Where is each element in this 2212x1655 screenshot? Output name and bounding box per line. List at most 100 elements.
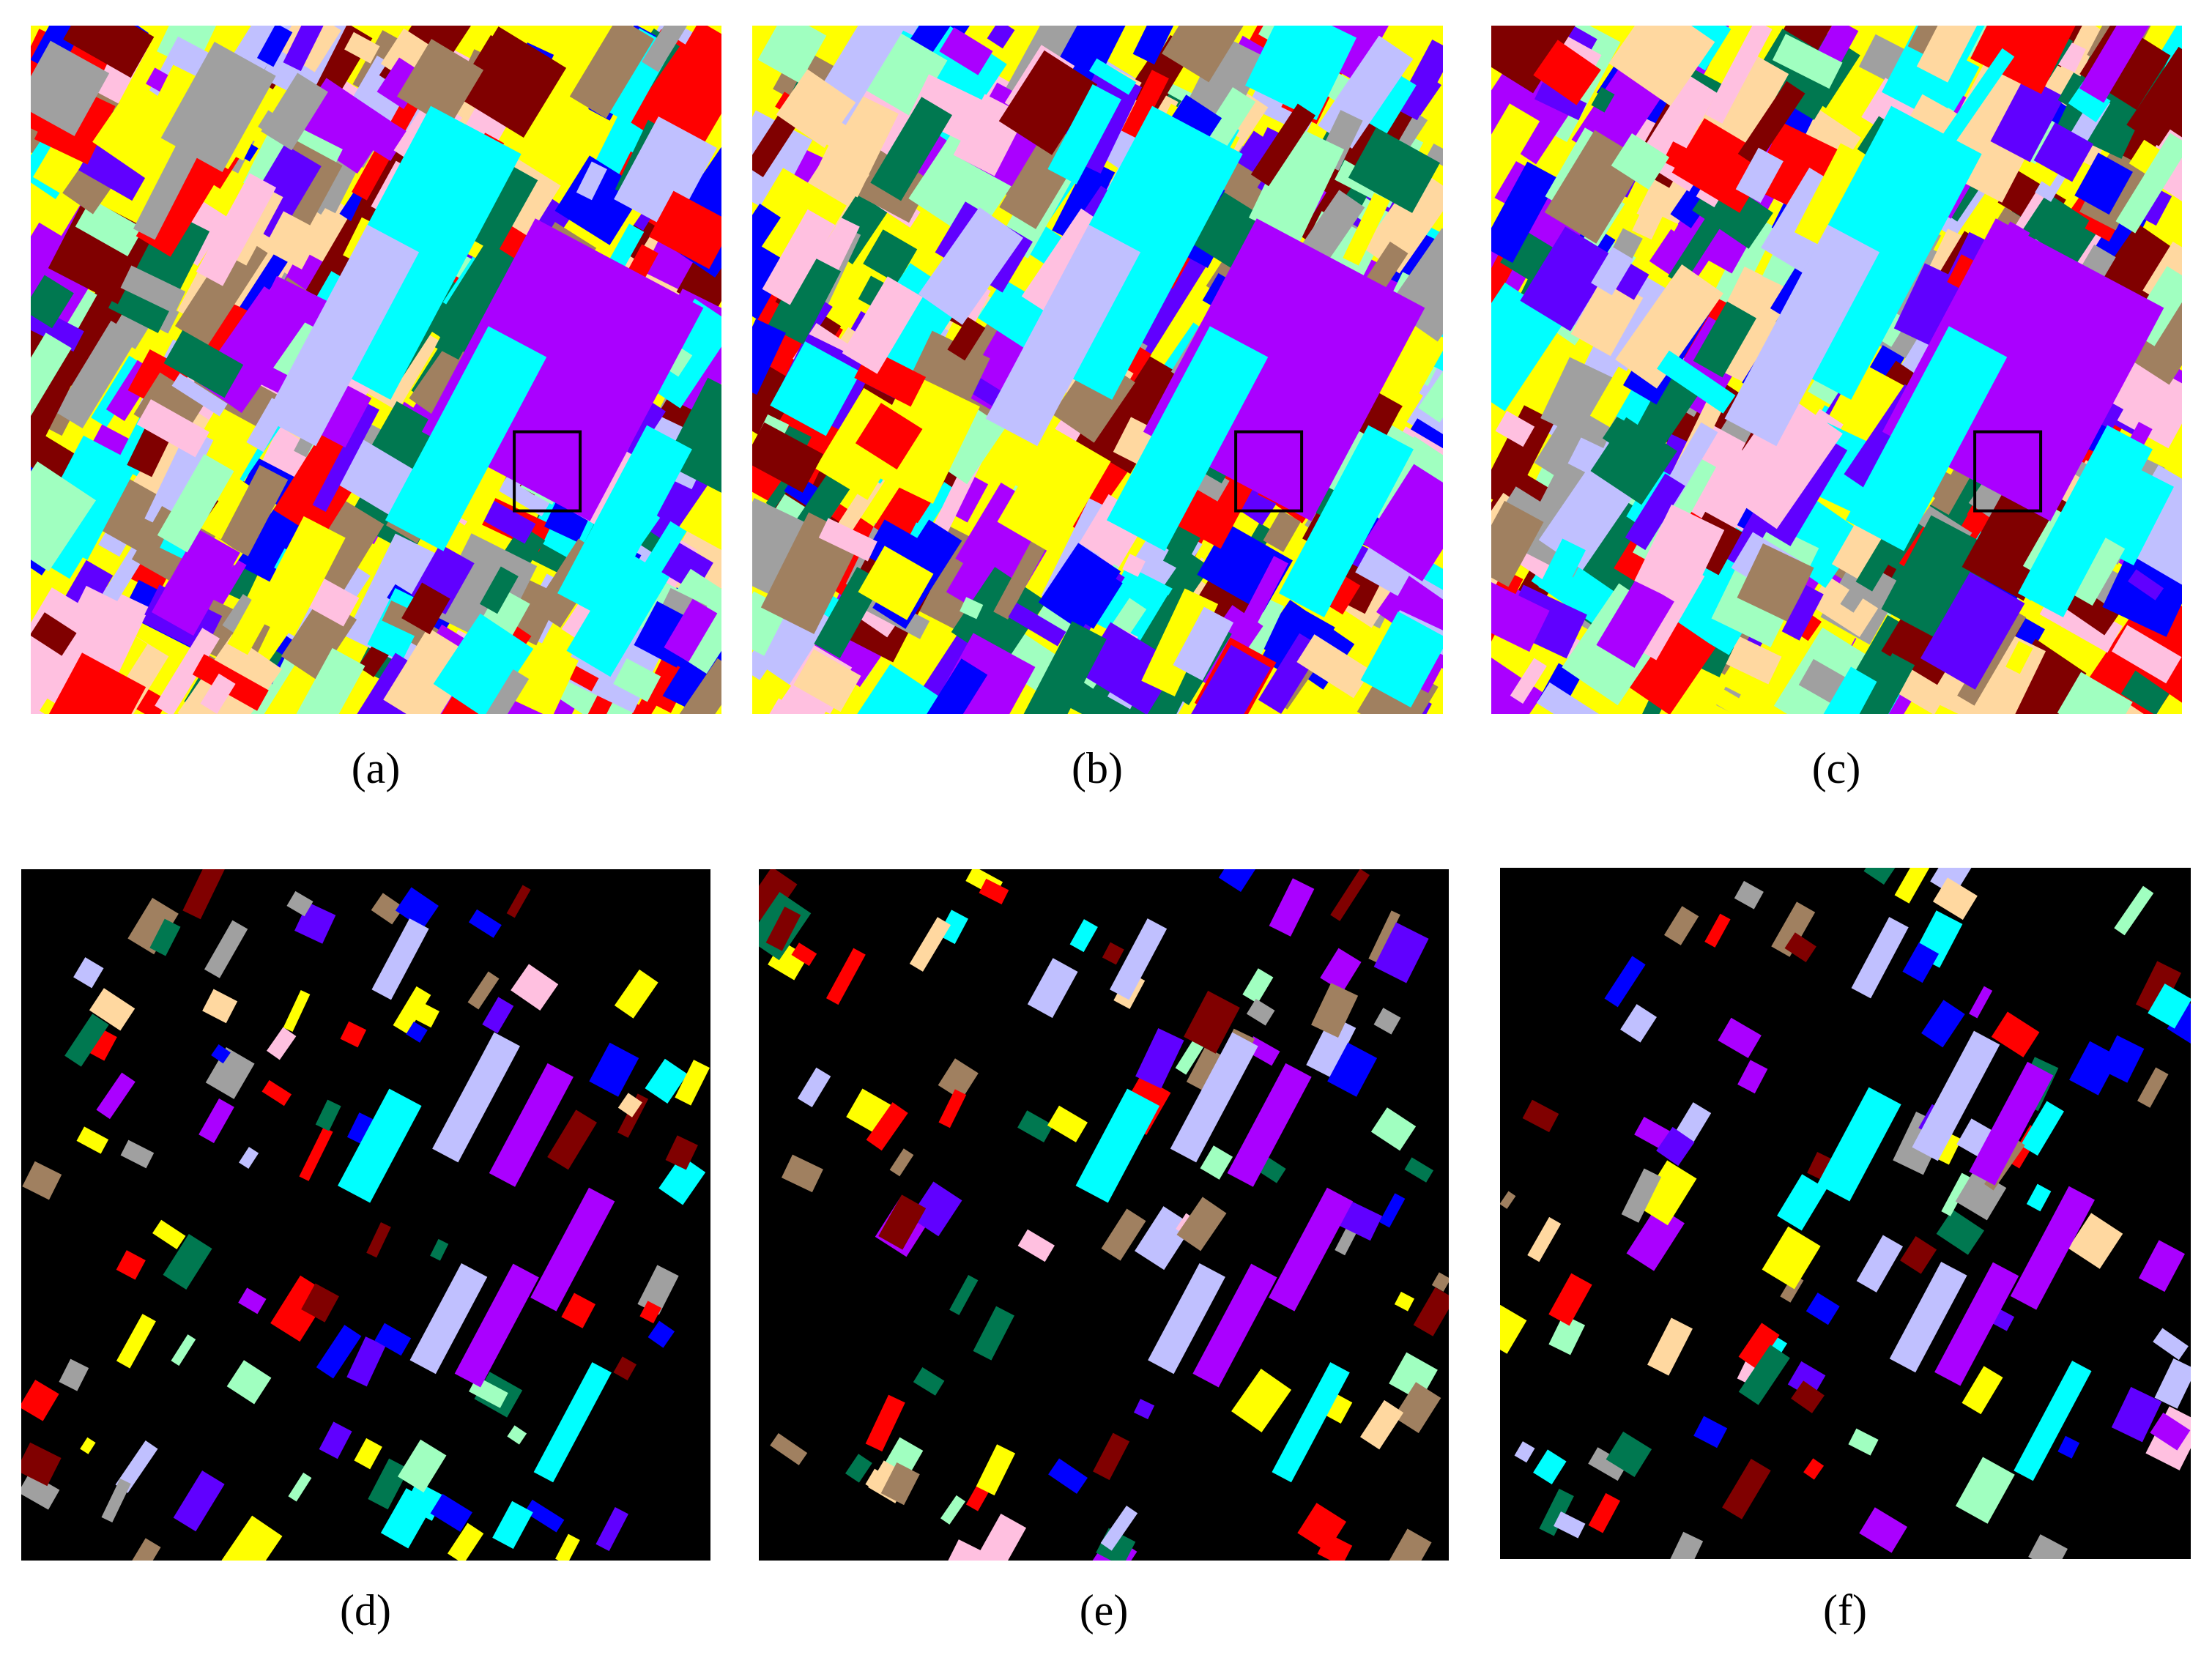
zoom-box bbox=[1973, 430, 2043, 513]
class-region bbox=[1647, 1317, 1693, 1376]
class-region bbox=[1665, 1531, 1704, 1559]
class-region bbox=[1363, 70, 1417, 134]
class-region bbox=[1626, 1205, 1685, 1271]
class-region bbox=[1500, 1191, 1516, 1209]
class-region bbox=[752, 108, 801, 177]
field-region bbox=[589, 1042, 639, 1097]
class-region bbox=[675, 658, 721, 714]
class-region bbox=[664, 377, 721, 496]
field-region bbox=[1817, 1087, 1901, 1202]
class-region bbox=[947, 316, 986, 361]
class-region bbox=[1548, 1273, 1592, 1326]
class-region bbox=[2148, 983, 2191, 1029]
class-region bbox=[31, 332, 72, 428]
field-region bbox=[264, 224, 420, 447]
class-region bbox=[1621, 1168, 1662, 1223]
class-region bbox=[1705, 26, 1773, 124]
class-region bbox=[2057, 1435, 2080, 1459]
class-region bbox=[1088, 58, 1137, 95]
field-region bbox=[1227, 1063, 1312, 1187]
class-region bbox=[1604, 956, 1646, 1008]
class-region bbox=[1990, 75, 2065, 163]
class-region bbox=[1784, 932, 1816, 963]
class-region bbox=[430, 1238, 449, 1261]
class-region bbox=[1101, 1208, 1146, 1261]
class-region bbox=[374, 1323, 412, 1356]
class-region bbox=[406, 1022, 428, 1043]
class-region bbox=[263, 211, 322, 269]
class-region bbox=[127, 1538, 161, 1561]
class-region bbox=[1539, 1488, 1574, 1536]
class-region bbox=[101, 1479, 131, 1522]
class-region bbox=[791, 942, 817, 967]
class-region bbox=[316, 382, 372, 448]
class-region bbox=[757, 26, 827, 83]
class-region bbox=[433, 613, 534, 714]
class-region bbox=[371, 893, 404, 925]
class-region bbox=[283, 26, 331, 72]
class-region bbox=[1296, 634, 1372, 699]
class-region bbox=[136, 399, 209, 458]
class-region bbox=[221, 1515, 283, 1561]
class-region bbox=[880, 1462, 920, 1506]
class-region bbox=[759, 869, 798, 926]
class-region bbox=[752, 359, 801, 441]
classification-map bbox=[1491, 26, 2182, 714]
class-region bbox=[1048, 1458, 1088, 1494]
class-region bbox=[205, 1046, 255, 1099]
class-region bbox=[2005, 641, 2033, 674]
class-region bbox=[37, 652, 146, 714]
field-region bbox=[371, 918, 429, 1000]
class-region bbox=[1491, 655, 1544, 714]
class-region bbox=[253, 516, 346, 636]
class-region bbox=[1368, 910, 1400, 963]
class-region bbox=[2153, 1328, 2189, 1361]
class-region bbox=[645, 1058, 688, 1104]
class-region bbox=[1404, 1157, 1434, 1183]
class-region bbox=[1522, 1099, 1559, 1133]
class-region bbox=[1413, 1287, 1449, 1336]
class-region bbox=[1491, 161, 1559, 263]
classification-map bbox=[759, 869, 1449, 1561]
class-region bbox=[908, 74, 996, 149]
class-region bbox=[797, 1067, 831, 1108]
class-region bbox=[22, 1161, 62, 1200]
class-region bbox=[2129, 139, 2162, 175]
class-region bbox=[940, 1495, 966, 1525]
class-region bbox=[507, 1425, 527, 1445]
class-region bbox=[569, 26, 655, 119]
field-region bbox=[985, 224, 1141, 447]
class-region bbox=[1162, 26, 1251, 83]
class-region bbox=[479, 566, 519, 614]
class-region bbox=[1360, 1399, 1404, 1450]
class-region bbox=[1500, 1304, 1527, 1354]
class-region bbox=[975, 1513, 1027, 1561]
class-region bbox=[1520, 226, 1616, 332]
class-region bbox=[1608, 26, 1715, 106]
class-region bbox=[1704, 683, 1753, 714]
class-region bbox=[845, 1454, 872, 1483]
field-region bbox=[432, 1032, 520, 1163]
class-region bbox=[1716, 392, 1843, 529]
class-region bbox=[1848, 1428, 1879, 1456]
class-region bbox=[1762, 1226, 1821, 1290]
class-region bbox=[278, 647, 365, 714]
class-region bbox=[878, 1194, 927, 1250]
class-region bbox=[383, 627, 476, 714]
class-region bbox=[1902, 942, 1940, 983]
class-region bbox=[1373, 922, 1429, 983]
class-region bbox=[854, 663, 957, 714]
class-region bbox=[675, 1060, 710, 1106]
class-region bbox=[108, 206, 210, 333]
class-region bbox=[155, 628, 220, 714]
class-region bbox=[1047, 83, 1122, 185]
class-region bbox=[226, 1360, 272, 1405]
field-region bbox=[409, 1262, 488, 1375]
classification-map bbox=[752, 26, 1443, 714]
class-region bbox=[818, 518, 877, 562]
class-region bbox=[2112, 625, 2182, 684]
class-region bbox=[1989, 639, 2087, 714]
class-region bbox=[312, 402, 379, 513]
class-region bbox=[997, 427, 1111, 557]
field-region bbox=[1192, 1263, 1277, 1388]
